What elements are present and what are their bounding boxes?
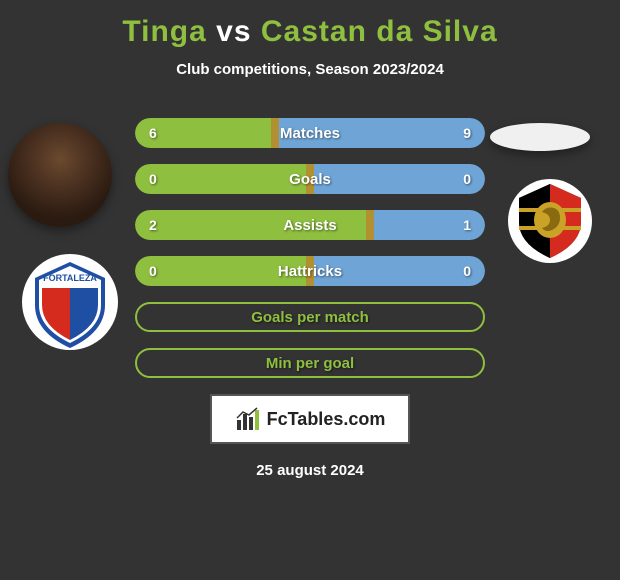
stat-label: Assists [135, 210, 485, 240]
svg-text:FORTALEZA: FORTALEZA [43, 273, 97, 283]
date: 25 august 2024 [0, 462, 620, 479]
player1-name: Tinga [122, 15, 206, 48]
page-title: Tinga vs Castan da Silva [0, 15, 620, 49]
stat-label: Min per goal [137, 350, 483, 376]
stat-row: Goals per match [135, 302, 485, 332]
stat-label: Goals per match [137, 304, 483, 330]
chart-icon [235, 406, 261, 432]
stat-row: 69Matches [135, 118, 485, 148]
stat-label: Goals [135, 164, 485, 194]
club-right-logo [507, 178, 593, 269]
stat-label: Hattricks [135, 256, 485, 286]
vs-text: vs [216, 15, 251, 48]
club-left-logo: FORTALEZA [20, 250, 120, 359]
site-logo: FcTables.com [210, 394, 410, 444]
stat-row: Min per goal [135, 348, 485, 378]
stat-label: Matches [135, 118, 485, 148]
subtitle: Club competitions, Season 2023/2024 [0, 61, 620, 78]
logo-text: FcTables.com [267, 409, 386, 430]
player2-photo [490, 123, 590, 151]
stats-container: 69Matches 00Goals 21Assists 00Hattricks Goal… [135, 118, 485, 378]
stat-row: 00Goals [135, 164, 485, 194]
stat-row: 21Assists [135, 210, 485, 240]
player1-photo [8, 123, 112, 227]
stat-row: 00Hattricks [135, 256, 485, 286]
player2-name: Castan da Silva [261, 15, 498, 48]
